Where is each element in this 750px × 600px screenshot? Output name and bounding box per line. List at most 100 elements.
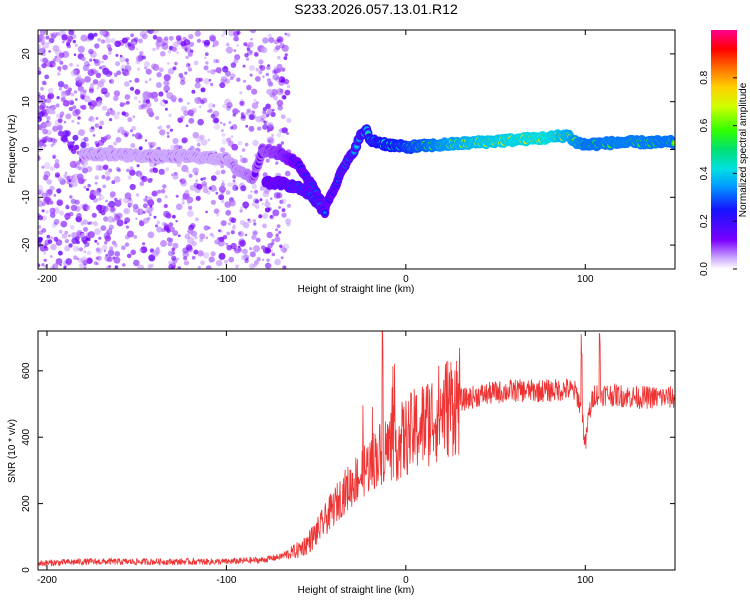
spectrogram-noise-blob: [77, 77, 83, 83]
spectrogram-noise-blob: [53, 194, 57, 197]
spectrogram-noise-blob: [230, 62, 237, 68]
spectrogram-noise-blob: [138, 146, 143, 151]
spectrogram-noise-blob: [129, 86, 135, 91]
spectrogram-noise-blob: [143, 61, 150, 68]
spectrogram-noise-blob: [139, 181, 145, 187]
spectrogram-noise-blob: [190, 114, 194, 117]
spectrogram-noise-blob: [51, 110, 56, 115]
spectrogram-noise-blob: [101, 105, 108, 111]
spectrogram-noise-blob: [266, 79, 273, 86]
spectrogram-noise-blob: [93, 59, 101, 67]
spectrogram-noise-blob: [86, 166, 93, 173]
spectrogram-noise-blob: [208, 108, 213, 113]
spectrogram-noise-blob: [268, 37, 275, 44]
spectrogram-noise-blob: [61, 40, 65, 44]
spectrogram-noise-blob: [136, 164, 140, 168]
spectrogram-noise-blob: [97, 197, 102, 201]
spectrogram-noise-blob: [257, 126, 262, 131]
spectrogram-noise-blob: [253, 231, 258, 236]
spectrogram-noise-blob: [71, 119, 75, 123]
spectrogram-noise-blob: [62, 64, 68, 71]
spectrogram-noise-blob: [104, 235, 112, 242]
colorbar-label: Normalized spectral amplitude: [738, 82, 749, 217]
spectrogram-noise-blob: [69, 225, 75, 230]
snr-panel: -200 -100 0 100 0 200 400 600 Height of straig…: [7, 330, 676, 596]
spectrogram-noise-blob: [106, 256, 113, 263]
spectrogram-noise-blob: [181, 201, 185, 205]
spectrogram-noise-blob: [218, 252, 226, 260]
spectrogram-noise-blob: [158, 91, 164, 97]
spectrogram-noise-blob: [199, 238, 204, 243]
spectrogram-noise-blob: [152, 63, 159, 70]
spectrogram-noise-blob: [183, 110, 189, 117]
spectrogram-noise-blob: [281, 127, 288, 134]
spectrogram-noise-blob: [94, 123, 100, 128]
spectrogram-track-point-core: [672, 141, 675, 145]
spectrogram-noise-blob: [263, 188, 270, 195]
spectrogram-noise-blob: [161, 38, 169, 46]
spectrogram-noise-blob: [272, 73, 280, 81]
spectrogram-noise-blob: [181, 105, 188, 112]
spectrogram-noise-blob: [64, 213, 71, 220]
spectrogram-noise-blob: [73, 53, 77, 56]
spectrogram-noise-blob: [108, 224, 114, 230]
spectrogram-noise-blob: [68, 39, 72, 43]
spectrogram-noise-blob: [195, 77, 201, 83]
spectrogram-noise-blob: [54, 172, 61, 178]
spectrogram-noise-blob: [172, 138, 179, 145]
spectrogram-noise-blob: [38, 215, 44, 221]
spectrogram-noise-blob: [75, 216, 82, 222]
spectrogram-noise-blob: [87, 183, 91, 188]
spectrogram-noise-blob: [278, 230, 282, 234]
spectrogram-noise-blob: [181, 197, 186, 201]
y-tick-label: 400: [21, 428, 32, 445]
spectrogram-noise-blob: [231, 124, 238, 130]
spectrogram-noise-blob: [251, 183, 257, 190]
spectrogram-noise-blob: [93, 261, 98, 265]
spectrogram-noise-blob: [239, 240, 247, 247]
spectrogram-noise-blob: [254, 199, 260, 204]
spectrogram-noise-blob: [52, 156, 56, 159]
spectrogram-noise-blob: [242, 64, 246, 68]
spectrogram-noise-blob: [226, 106, 231, 111]
spectrogram-noise-blob: [281, 208, 286, 213]
spectrogram-noise-blob: [250, 37, 253, 41]
y-tick-label: 600: [21, 362, 32, 379]
spectrogram-noise-blob: [224, 78, 230, 84]
spectrogram-noise-blob: [54, 55, 62, 63]
spectrogram-noise-blob: [267, 138, 275, 145]
spectrogram-noise-blob: [78, 247, 84, 252]
spectrogram-noise-blob: [227, 222, 232, 226]
spectrogram-noise-blob: [40, 94, 46, 100]
spectrogram-noise-blob: [105, 199, 108, 203]
spectrogram-noise-blob: [286, 132, 289, 135]
spectrogram-noise-blob: [88, 221, 93, 225]
spectrogram-noise-blob: [156, 72, 162, 78]
spectrogram-noise-blob: [246, 44, 250, 48]
spectrogram-noise-blob: [271, 133, 275, 137]
spectrogram-noise-blob: [254, 189, 259, 194]
spectrogram-noise-blob: [183, 260, 190, 266]
spectrogram-noise-blob: [210, 82, 214, 87]
spectrogram-noise-blob: [255, 116, 262, 123]
spectrogram-noise-blob: [73, 90, 78, 94]
spectrogram-noise-blob: [149, 144, 153, 149]
spectrogram-noise-blob: [77, 45, 85, 53]
spectrogram-noise-blob: [130, 249, 136, 256]
spectrogram-noise-blob: [233, 58, 239, 64]
spectrogram-noise-blob: [177, 117, 183, 123]
spectrogram-noise-blob: [181, 115, 185, 120]
spectrogram-noise-blob: [208, 34, 216, 42]
spectrogram-noise-blob: [64, 171, 68, 175]
spectrogram-noise-blob: [279, 42, 285, 49]
spectrogram-noise-blob: [125, 225, 129, 229]
spectrogram-noise-blob: [46, 179, 52, 185]
spectrogram-noise-blob: [156, 226, 163, 233]
spectrogram-noise-blob: [189, 145, 195, 151]
spectrogram-noise-blob: [208, 102, 215, 109]
spectrogram-noise-blob: [221, 199, 225, 204]
spectrogram-noise-blob: [158, 125, 163, 130]
spectrogram-noise-blob: [70, 92, 75, 97]
spectrogram-noise-blob: [148, 254, 156, 262]
spectrogram-noise-blob: [252, 263, 257, 268]
